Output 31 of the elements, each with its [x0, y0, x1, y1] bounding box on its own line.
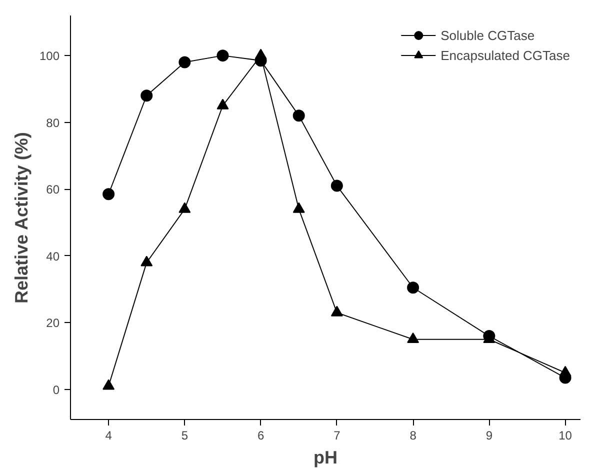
x-tick-label: 7 [334, 428, 341, 442]
legend-label: Encapsulated CGTase [440, 48, 570, 62]
x-tick-label: 5 [181, 428, 188, 442]
x-tick-label: 9 [486, 428, 493, 442]
point [102, 379, 115, 390]
x-tick-label: 10 [558, 428, 572, 442]
y-tick-label: 100 [39, 49, 60, 64]
point [102, 188, 115, 200]
y-tick-label: 40 [46, 249, 60, 264]
point [407, 332, 420, 344]
x-axis-title: pH [314, 448, 338, 468]
point [330, 306, 343, 316]
x-tick-label: 6 [257, 428, 264, 442]
y-tick-label: 80 [46, 116, 60, 130]
legend-label: Soluble CGTase [440, 28, 535, 42]
point [407, 282, 420, 294]
x-tick-label: 8 [410, 428, 417, 442]
y-axis-title: Relative Activity (%) [11, 132, 32, 304]
x-tick-label: 4 [105, 428, 112, 442]
y-tick-label: 20 [46, 316, 60, 330]
point [140, 90, 153, 102]
point [216, 50, 229, 62]
point [292, 110, 305, 122]
y-tick-label: 60 [46, 182, 60, 197]
point [330, 180, 343, 192]
point [178, 56, 191, 68]
point [292, 202, 305, 213]
point [140, 256, 153, 266]
point [178, 202, 191, 213]
y-tick-label: 0 [52, 382, 60, 397]
point [559, 366, 572, 376]
